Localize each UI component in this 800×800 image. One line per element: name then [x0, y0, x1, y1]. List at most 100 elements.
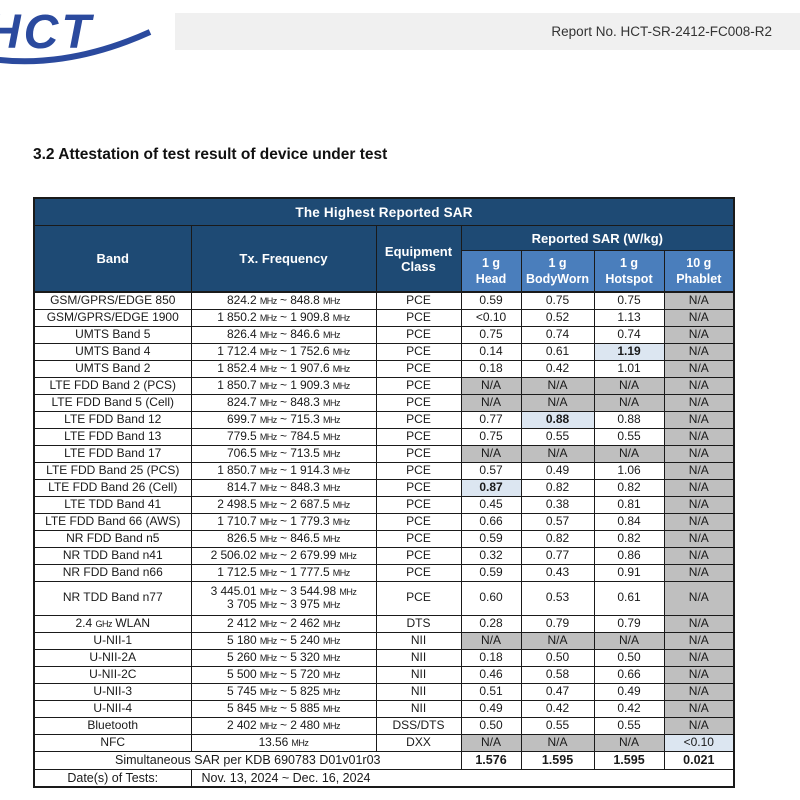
equipment-class-cell: PCE	[375, 478, 462, 497]
unit-label: MHz	[332, 363, 351, 374]
sar-value-cell: N/A	[663, 308, 735, 327]
sar-value-cell: N/A	[663, 546, 735, 565]
col-header-10g-phablet: 10 g Phablet	[663, 250, 735, 293]
sar-value-cell: 0.46	[460, 665, 522, 684]
sar-value-cell: 0.79	[520, 614, 595, 633]
sar-value-cell: N/A	[663, 393, 735, 412]
table-row: U-NII-2A 5 260 MHz ~ 5 320 MHz NII 0.18 0.50…	[33, 648, 735, 667]
sar-value-cell: 0.66	[593, 665, 665, 684]
unit-label: MHz	[322, 533, 341, 544]
table-row: LTE FDD Band 26 (Cell) 814.7 MHz ~ 848.3 …	[33, 478, 735, 497]
sar-value-cell: N/A	[593, 733, 665, 752]
col-header-1g-head: 1 g Head	[460, 250, 522, 293]
band-cell: U-NII-3	[33, 682, 192, 701]
unit-label: MHz	[259, 448, 278, 459]
unit-label: MHz	[322, 448, 341, 459]
sar-value-cell: <0.10	[460, 308, 522, 327]
freq-cell: 5 500 MHz ~ 5 720 MHz	[190, 665, 377, 684]
equipment-class-cell: NII	[375, 631, 462, 650]
freq-cell: 779.5 MHz ~ 784.5 MHz	[190, 427, 377, 446]
freq-cell: 3 445.01 MHz ~ 3 544.98 MHz 3 705 MHz ~ 3…	[190, 580, 377, 616]
equipment-class-cell: PCE	[375, 376, 462, 395]
table-row: NFC 13.56 MHz DXX N/A N/A N/A <0.10	[33, 733, 735, 752]
table-title: The Highest Reported SAR	[33, 197, 735, 226]
sub-header-line2: Head	[475, 272, 507, 286]
sar-value-cell: 1.19	[593, 342, 665, 361]
sar-value-cell: 0.42	[593, 699, 665, 718]
band-cell: LTE FDD Band 2 (PCS)	[33, 376, 192, 395]
col-header-tx-frequency: Tx. Frequency	[190, 225, 377, 293]
unit-label: MHz	[322, 600, 341, 610]
simultaneous-sar-label: Simultaneous SAR per KDB 690783 D01v01r0…	[33, 750, 462, 770]
equipment-class-cell: PCE	[375, 342, 462, 361]
unit-label: MHz	[322, 669, 341, 680]
unit-label: MHz	[259, 600, 278, 610]
band-cell: Bluetooth	[33, 716, 192, 735]
sar-value-cell: 0.74	[593, 325, 665, 344]
unit-label: MHz	[259, 312, 278, 323]
simultaneous-sar-row: Simultaneous SAR per KDB 690783 D01v01r0…	[33, 750, 735, 770]
sar-value-cell: N/A	[520, 733, 595, 752]
unit-label: MHz	[259, 720, 278, 731]
sar-value-cell: N/A	[663, 478, 735, 497]
unit-label: MHz	[322, 652, 341, 663]
freq-cell: 1 852.4 MHz ~ 1 907.6 MHz	[190, 359, 377, 378]
sar-value-cell: N/A	[520, 376, 595, 395]
table-row: U-NII-4 5 845 MHz ~ 5 885 MHz NII 0.49 0.42 0…	[33, 699, 735, 718]
sar-value-cell: 0.18	[460, 648, 522, 667]
sar-value-cell: 0.79	[593, 614, 665, 633]
unit-label: MHz	[259, 586, 278, 597]
header-row: Band Tx. Frequency Equipment Class Repor…	[33, 225, 735, 293]
freq-line: 1 850.7 MHz ~ 1 909.3 MHz	[217, 377, 350, 392]
band-cell: LTE FDD Band 66 (AWS)	[33, 512, 192, 531]
sar-value-cell: 0.75	[460, 325, 522, 344]
equipment-class-cell: PCE	[375, 461, 462, 480]
sar-value-cell: N/A	[663, 682, 735, 701]
equipment-class-cell: PCE	[375, 410, 462, 429]
equipment-class-cell: PCE	[375, 427, 462, 446]
unit-label: MHz	[322, 618, 341, 629]
sar-value-cell: 0.50	[460, 716, 522, 735]
equipment-class-cell: NII	[375, 648, 462, 667]
equipment-class-cell: NII	[375, 699, 462, 718]
unit-label: MHz	[259, 482, 278, 493]
col-header-equipment-class: Equipment Class	[375, 225, 462, 293]
unit-label: MHz	[259, 346, 278, 357]
unit-label: MHz	[259, 431, 278, 442]
freq-cell: 13.56 MHz	[190, 733, 377, 752]
freq-line: 826.4 MHz ~ 846.6 MHz	[227, 326, 341, 341]
equipment-class-cell: NII	[375, 682, 462, 701]
band-cell: LTE FDD Band 13	[33, 427, 192, 446]
report-number: Report No. HCT-SR-2412-FC008-R2	[551, 24, 772, 39]
table-row: LTE FDD Band 17 706.5 MHz ~ 713.5 MHz PCE N…	[33, 444, 735, 463]
band-cell: NR TDD Band n77	[33, 580, 192, 616]
sar-value-cell: 1.01	[593, 359, 665, 378]
freq-line: 1 850.2 MHz ~ 1 909.8 MHz	[217, 309, 350, 324]
freq-line: 3 705 MHz ~ 3 975 MHz	[227, 597, 341, 611]
table-row: LTE FDD Band 2 (PCS) 1 850.7 MHz ~ 1 909.…	[33, 376, 735, 395]
unit-label: GHz	[95, 618, 113, 629]
simultaneous-bodyworn-value: 1.595	[520, 750, 595, 770]
sar-value-cell: N/A	[663, 325, 735, 344]
unit-label: MHz	[322, 329, 341, 340]
table-row: LTE FDD Band 25 (PCS) 1 850.7 MHz ~ 1 914…	[33, 461, 735, 480]
unit-label: MHz	[332, 567, 351, 578]
logo-swoosh	[0, 29, 152, 65]
freq-line: 5 260 MHz ~ 5 320 MHz	[227, 649, 341, 664]
unit-label: MHz	[259, 635, 278, 646]
table-row: UMTS Band 5 826.4 MHz ~ 846.6 MHz PCE 0.75 0…	[33, 325, 735, 344]
freq-line: 824.7 MHz ~ 848.3 MHz	[227, 394, 340, 409]
unit-label: MHz	[322, 686, 341, 697]
sar-value-cell: N/A	[663, 427, 735, 446]
freq-cell: 5 745 MHz ~ 5 825 MHz	[190, 682, 377, 701]
freq-line: 1 710.7 MHz ~ 1 779.3 MHz	[217, 513, 350, 528]
sar-value-cell: 0.49	[520, 461, 595, 480]
sar-value-cell: 0.51	[460, 682, 522, 701]
sar-value-cell: 0.91	[593, 563, 665, 582]
sar-value-cell: N/A	[663, 716, 735, 735]
table-row: NR FDD Band n5 826.5 MHz ~ 846.5 MHz PCE 0.…	[33, 529, 735, 548]
equipment-class-cell: PCE	[375, 512, 462, 531]
table-body: GSM/GPRS/EDGE 850 824.2 MHz ~ 848.8 MHz PC…	[33, 291, 735, 752]
unit-label: MHz	[259, 380, 278, 391]
sar-value-cell: N/A	[663, 444, 735, 463]
